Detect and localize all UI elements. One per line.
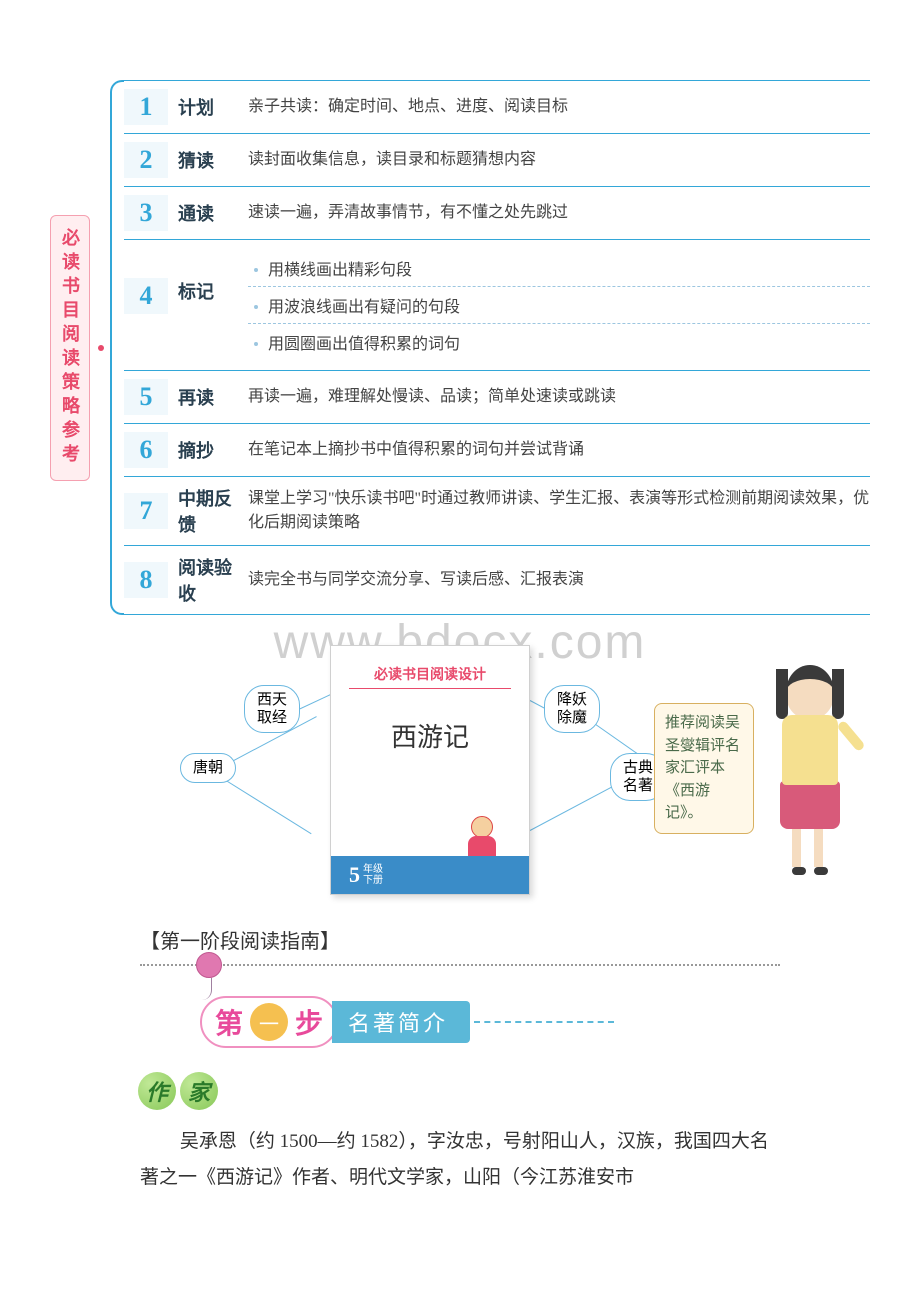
body-paragraph: 吴承恩（约 1500—约 1582），字汝忠，号射阳山人，汉族，我国四大名著之一… [140,1124,780,1196]
connector-line [218,775,312,834]
step-char-2: 一 [250,1003,288,1041]
step-number: 1 [124,89,168,125]
book-footer: 5 年级 下册 [331,856,529,894]
book-title: 西游记 [331,717,529,754]
step-desc: 再读一遍，难理解处慢读、品读；简单处速读或跳读 [248,385,870,409]
dash-line [474,1021,614,1023]
bubble-dynasty: 唐朝 [180,753,236,783]
step-number: 2 [124,142,168,178]
step-row: 6 摘抄 在笔记本上摘抄书中值得积累的词句并尝试背诵 [124,423,870,476]
step-row: 3 通读 速读一遍，弄清故事情节，有不懂之处先跳过 [124,186,870,239]
step-row: 7 中期反馈 课堂上学习"快乐读书吧"时通过教师讲读、学生汇报、表演等形式检测前… [124,476,870,545]
step-number: 4 [124,278,168,314]
step-row: 8 阅读验收 读完全书与同学交流分享、写读后感、汇报表演 [124,545,870,615]
step-number: 7 [124,493,168,529]
grade-number: 5 [349,862,360,888]
step-desc: 在笔记本上摘抄书中值得积累的词句并尝试背诵 [248,438,870,462]
step-name: 阅读验收 [168,554,248,606]
step-name: 猜读 [168,147,248,173]
step-name: 计划 [168,94,248,120]
step-desc: 读完全书与同学交流分享、写读后感、汇报表演 [248,568,870,592]
step-number: 3 [124,195,168,231]
step-char-1: 第 [208,1001,250,1043]
bubble-journey: 西天 取经 [244,685,300,733]
step-sublist: 用横线画出精彩句段 用波浪线画出有疑问的句段 用圆圈画出值得积累的词句 [248,250,870,360]
step-subtitle: 名著简介 [332,1001,470,1043]
step-number: 5 [124,379,168,415]
step-name: 中期反馈 [168,485,248,537]
step-desc: 读封面收集信息，读目录和标题猜想内容 [248,148,870,172]
stage-heading: 【第一阶段阅读指南】 [140,925,870,954]
step-char-3: 步 [288,1001,330,1043]
step-name: 摘抄 [168,437,248,463]
step-name: 再读 [168,384,248,410]
step-name: 标记 [168,278,248,304]
step-badge: 第 一 步 [200,996,338,1048]
sidebar-vertical-label: 必读书目阅读策略参考 [50,215,90,481]
dotted-divider [140,964,780,966]
book-cover: 必读书目阅读设计 西游记 5 年级 下册 [330,645,530,895]
teacher-illustration [760,665,860,875]
step-row: 1 计划 亲子共读：确定时间、地点、进度、阅读目标 [124,80,870,133]
step-row: 5 再读 再读一遍，难理解处慢读、品读；简单处速读或跳读 [124,370,870,423]
reading-strategy-section: 必读书目阅读策略参考 1 计划 亲子共读：确定时间、地点、进度、阅读目标 2 猜… [50,80,870,615]
author-char-1: 作 [138,1072,176,1110]
step-number: 8 [124,562,168,598]
step-desc: 速读一遍，弄清故事情节，有不懂之处先跳过 [248,201,870,225]
bracket-left [110,80,124,615]
book-mindmap-section: 西天 取经 唐朝 降妖 除魔 古典 名著 必读书目阅读设计 西游记 5 年级 下… [50,645,870,905]
teacher-speech-box: 推荐阅读吴圣燮辑评名家汇评本《西游记》。 [654,703,754,834]
step-row: 4 标记 用横线画出精彩句段 用波浪线画出有疑问的句段 用圆圈画出值得积累的词句 [124,239,870,370]
grade-label: 年级 下册 [363,864,383,886]
step-number: 6 [124,432,168,468]
sub-item: 用波浪线画出有疑问的句段 [248,287,870,324]
sub-item: 用圆圈画出值得积累的词句 [248,324,870,360]
balloon-icon [196,952,222,1000]
sub-item: 用横线画出精彩句段 [248,250,870,287]
author-label: 作 家 [138,1072,870,1110]
connector-line [530,783,619,831]
step-desc: 课堂上学习"快乐读书吧"时通过教师讲读、学生汇报、表演等形式检测前期阅读效果，优… [248,487,870,535]
dot-connector [98,345,104,351]
bubble-demons: 降妖 除魔 [544,685,600,733]
step-name: 通读 [168,200,248,226]
book-header-text: 必读书目阅读设计 [349,646,511,689]
step-row: 2 猜读 读封面收集信息，读目录和标题猜想内容 [124,133,870,186]
step-one-banner: 第 一 步 名著简介 [200,996,870,1048]
step-desc: 亲子共读：确定时间、地点、进度、阅读目标 [248,95,870,119]
steps-list: 1 计划 亲子共读：确定时间、地点、进度、阅读目标 2 猜读 读封面收集信息，读… [124,80,870,615]
author-char-2: 家 [180,1072,218,1110]
